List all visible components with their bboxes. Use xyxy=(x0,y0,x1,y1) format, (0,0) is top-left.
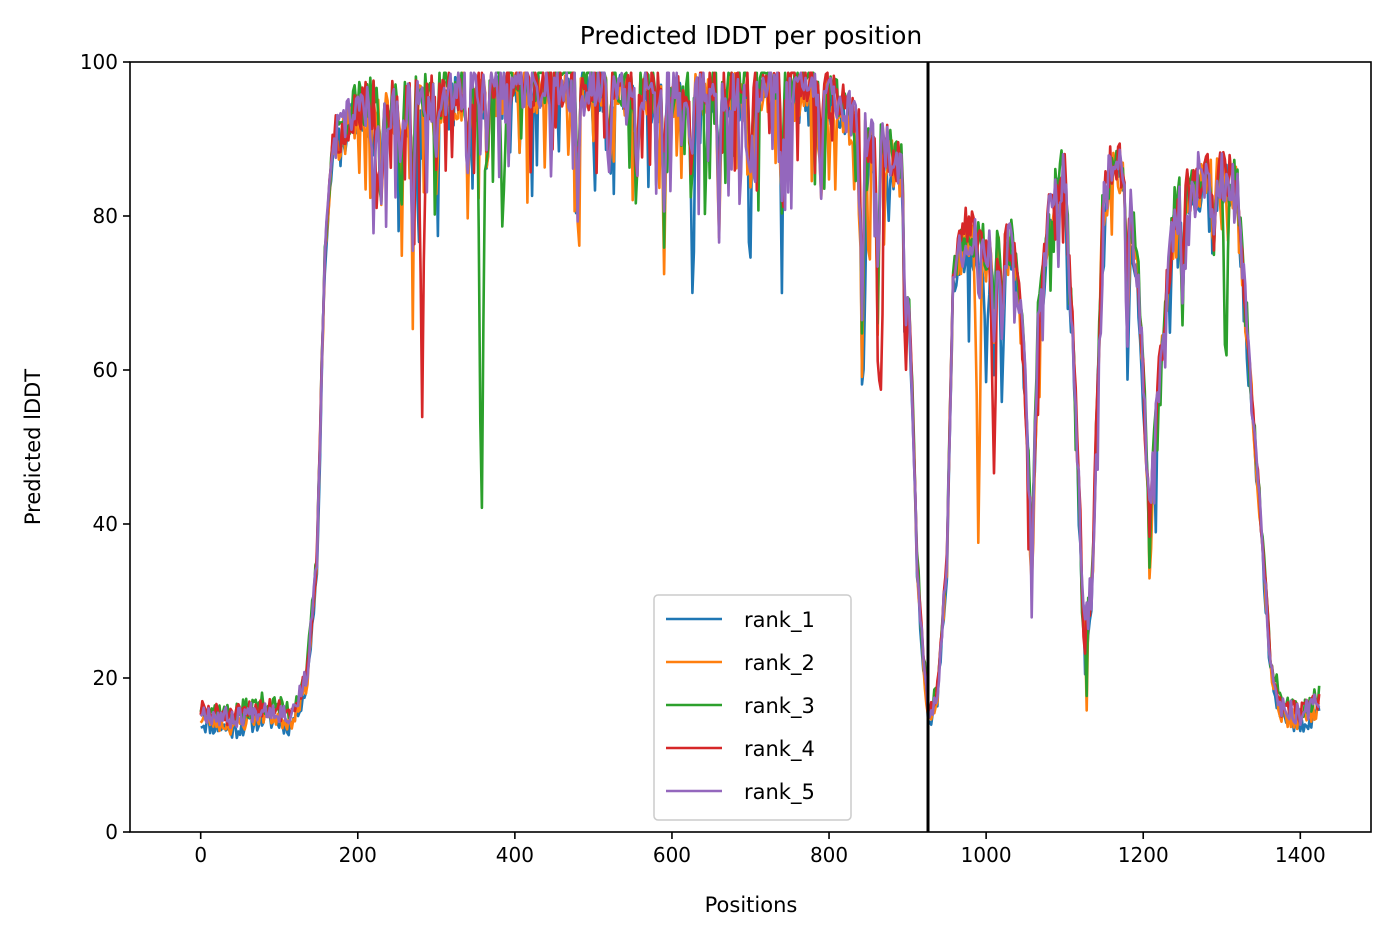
y-tick-label: 60 xyxy=(93,358,118,382)
x-tick-label: 400 xyxy=(496,843,534,867)
legend-label-rank_4: rank_4 xyxy=(744,737,815,762)
plot-area xyxy=(129,61,1372,833)
y-tick-label: 80 xyxy=(93,204,118,228)
legend: rank_1 rank_2 rank_3 rank_4 rank_5 xyxy=(653,594,852,821)
y-tick-label: 40 xyxy=(93,512,118,536)
legend-box xyxy=(653,594,852,821)
y-tick-label: 100 xyxy=(80,50,118,74)
legend-label-rank_3: rank_3 xyxy=(744,694,815,719)
legend-label-rank_5: rank_5 xyxy=(744,780,815,805)
x-tick-label: 800 xyxy=(810,843,848,867)
plot-frame xyxy=(129,61,1372,833)
legend-label-rank_2: rank_2 xyxy=(744,651,815,676)
y-axis-ticks: 0 20 40 60 80 100 xyxy=(80,50,130,844)
chart-title: Predicted lDDT per position xyxy=(580,21,922,50)
series-line-rank_5 xyxy=(199,71,1321,730)
x-axis-label: Positions xyxy=(705,893,798,917)
y-tick-label: 20 xyxy=(93,666,118,690)
x-axis-ticks: 0 200 400 600 800 1000 1200 1400 xyxy=(194,832,1326,867)
x-tick-label: 600 xyxy=(653,843,691,867)
legend-label-rank_1: rank_1 xyxy=(744,608,815,633)
x-tick-label: 1200 xyxy=(1118,843,1169,867)
x-tick-label: 1400 xyxy=(1275,843,1326,867)
x-tick-label: 200 xyxy=(339,843,377,867)
x-tick-label: 1000 xyxy=(961,843,1012,867)
y-axis-label: Predicted lDDT xyxy=(21,369,45,525)
x-tick-label: 0 xyxy=(194,843,207,867)
y-tick-label: 0 xyxy=(105,820,118,844)
